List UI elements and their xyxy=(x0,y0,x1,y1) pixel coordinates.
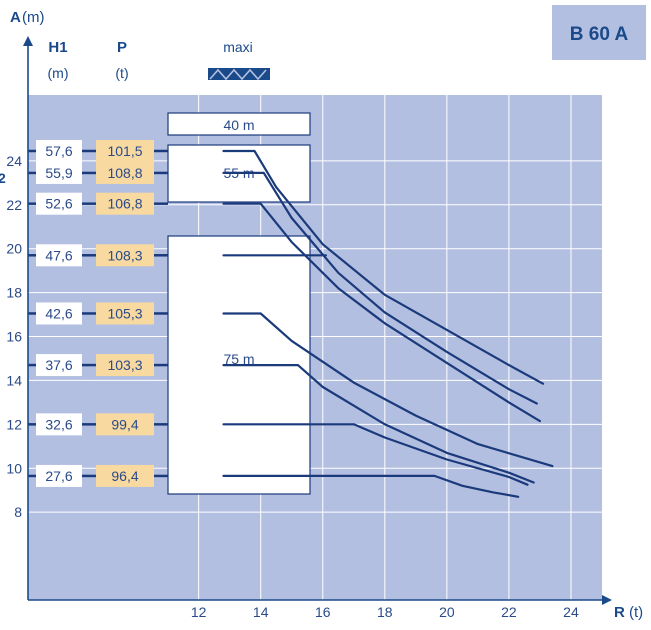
p-unit: (t) xyxy=(115,65,128,81)
p-cell xyxy=(96,302,154,325)
p-value: 101,5 xyxy=(107,143,142,159)
x-axis-letter: R xyxy=(614,604,625,621)
x-tick-label: 24 xyxy=(563,604,579,620)
x-tick-label: 18 xyxy=(377,604,393,620)
p-value: 106,8 xyxy=(107,196,142,212)
h1-cell xyxy=(36,161,82,184)
h1-value: 52,6 xyxy=(45,196,72,212)
h1-cell xyxy=(36,354,82,377)
x-axis xyxy=(28,595,612,605)
x-axis-label: R (t) xyxy=(614,604,643,621)
h1-value: 32,6 xyxy=(45,416,72,432)
jib-75-label: 75 m xyxy=(223,351,254,367)
p-value: 108,8 xyxy=(107,165,142,181)
p-value: 103,3 xyxy=(107,357,142,373)
y-tick-label: 8 xyxy=(14,504,22,520)
height-load-row: 55,9 108,8 xyxy=(28,161,168,184)
p-cell xyxy=(96,139,154,162)
height-load-row: 32,6 99,4 xyxy=(28,413,168,436)
height-load-row: 57,6 101,5 xyxy=(28,139,168,162)
h1-cell xyxy=(36,192,82,215)
y-tick-label: 22 xyxy=(6,197,22,213)
h1-value: 47,6 xyxy=(45,247,72,263)
y-tick-label: 10 xyxy=(6,460,22,476)
y-tick-label: 14 xyxy=(6,372,22,388)
load-curves xyxy=(222,149,554,498)
y-tick-label: 20 xyxy=(6,241,22,257)
x-tick-label: 16 xyxy=(315,604,331,620)
height-load-row: 27,6 96,4 xyxy=(28,464,168,487)
p-cell xyxy=(96,464,154,487)
p-cell xyxy=(96,192,154,215)
y-tick-labels: 8 10 12 14 16 18 20 22 24 xyxy=(6,153,22,520)
h1-cell xyxy=(36,139,82,162)
side-label-fragment: 2 xyxy=(0,170,6,186)
a-axis-unit: (m) xyxy=(22,9,45,26)
x-tick-labels: 12 14 16 18 20 22 24 xyxy=(191,604,579,620)
height-load-row: 42,6 105,3 xyxy=(28,302,168,325)
height-load-rows: 57,6 101,5 55,9 108,8 52,6 106,8 47,6 108,3 42,6… xyxy=(28,139,168,487)
p-value: 105,3 xyxy=(107,305,142,321)
p-cell xyxy=(96,413,154,436)
p-cell xyxy=(96,244,154,267)
jib-40-label: 40 m xyxy=(223,117,254,133)
p-header: P xyxy=(117,39,127,56)
model-badge: B 60 A xyxy=(570,24,629,45)
load-curve xyxy=(222,364,535,484)
y-axis xyxy=(23,36,33,600)
x-tick-label: 22 xyxy=(501,604,517,620)
x-tick-label: 14 xyxy=(253,604,269,620)
h1-header: H1 xyxy=(48,39,67,56)
h1-value: 27,6 xyxy=(45,468,72,484)
model-badge-background xyxy=(552,5,646,60)
y-tick-label: 24 xyxy=(6,153,22,169)
load-curve xyxy=(222,202,542,423)
maxi-label: maxi xyxy=(223,39,253,55)
load-curve xyxy=(222,474,520,498)
load-curve xyxy=(222,149,545,385)
h1-value: 55,9 xyxy=(45,165,72,181)
height-load-row: 47,6 108,3 xyxy=(28,244,168,267)
height-load-row: 37,6 103,3 xyxy=(28,354,168,377)
a-axis-label: A xyxy=(10,9,21,26)
h1-unit: (m) xyxy=(48,65,69,81)
y-tick-label: 18 xyxy=(6,285,22,301)
h1-value: 37,6 xyxy=(45,357,72,373)
lattice-jib-icon xyxy=(208,68,270,81)
y-tick-label: 12 xyxy=(6,416,22,432)
x-tick-label: 20 xyxy=(439,604,455,620)
h1-value: 57,6 xyxy=(45,143,72,159)
h1-value: 42,6 xyxy=(45,305,72,321)
p-value: 99,4 xyxy=(111,416,138,432)
h1-cell xyxy=(36,244,82,267)
load-curve xyxy=(222,171,538,405)
y-tick-label: 16 xyxy=(6,329,22,345)
p-value: 96,4 xyxy=(111,468,138,484)
p-cell xyxy=(96,354,154,377)
h1-cell xyxy=(36,302,82,325)
load-curve xyxy=(222,312,554,468)
h1-cell xyxy=(36,464,82,487)
height-load-row: 52,6 106,8 xyxy=(28,192,168,215)
x-axis-unit: (t) xyxy=(625,604,643,621)
p-value: 108,3 xyxy=(107,247,142,263)
h1-cell xyxy=(36,413,82,436)
load-curve xyxy=(222,423,529,486)
x-tick-label: 12 xyxy=(191,604,207,620)
jib-40-box: 40 m xyxy=(167,112,311,136)
p-cell xyxy=(96,161,154,184)
